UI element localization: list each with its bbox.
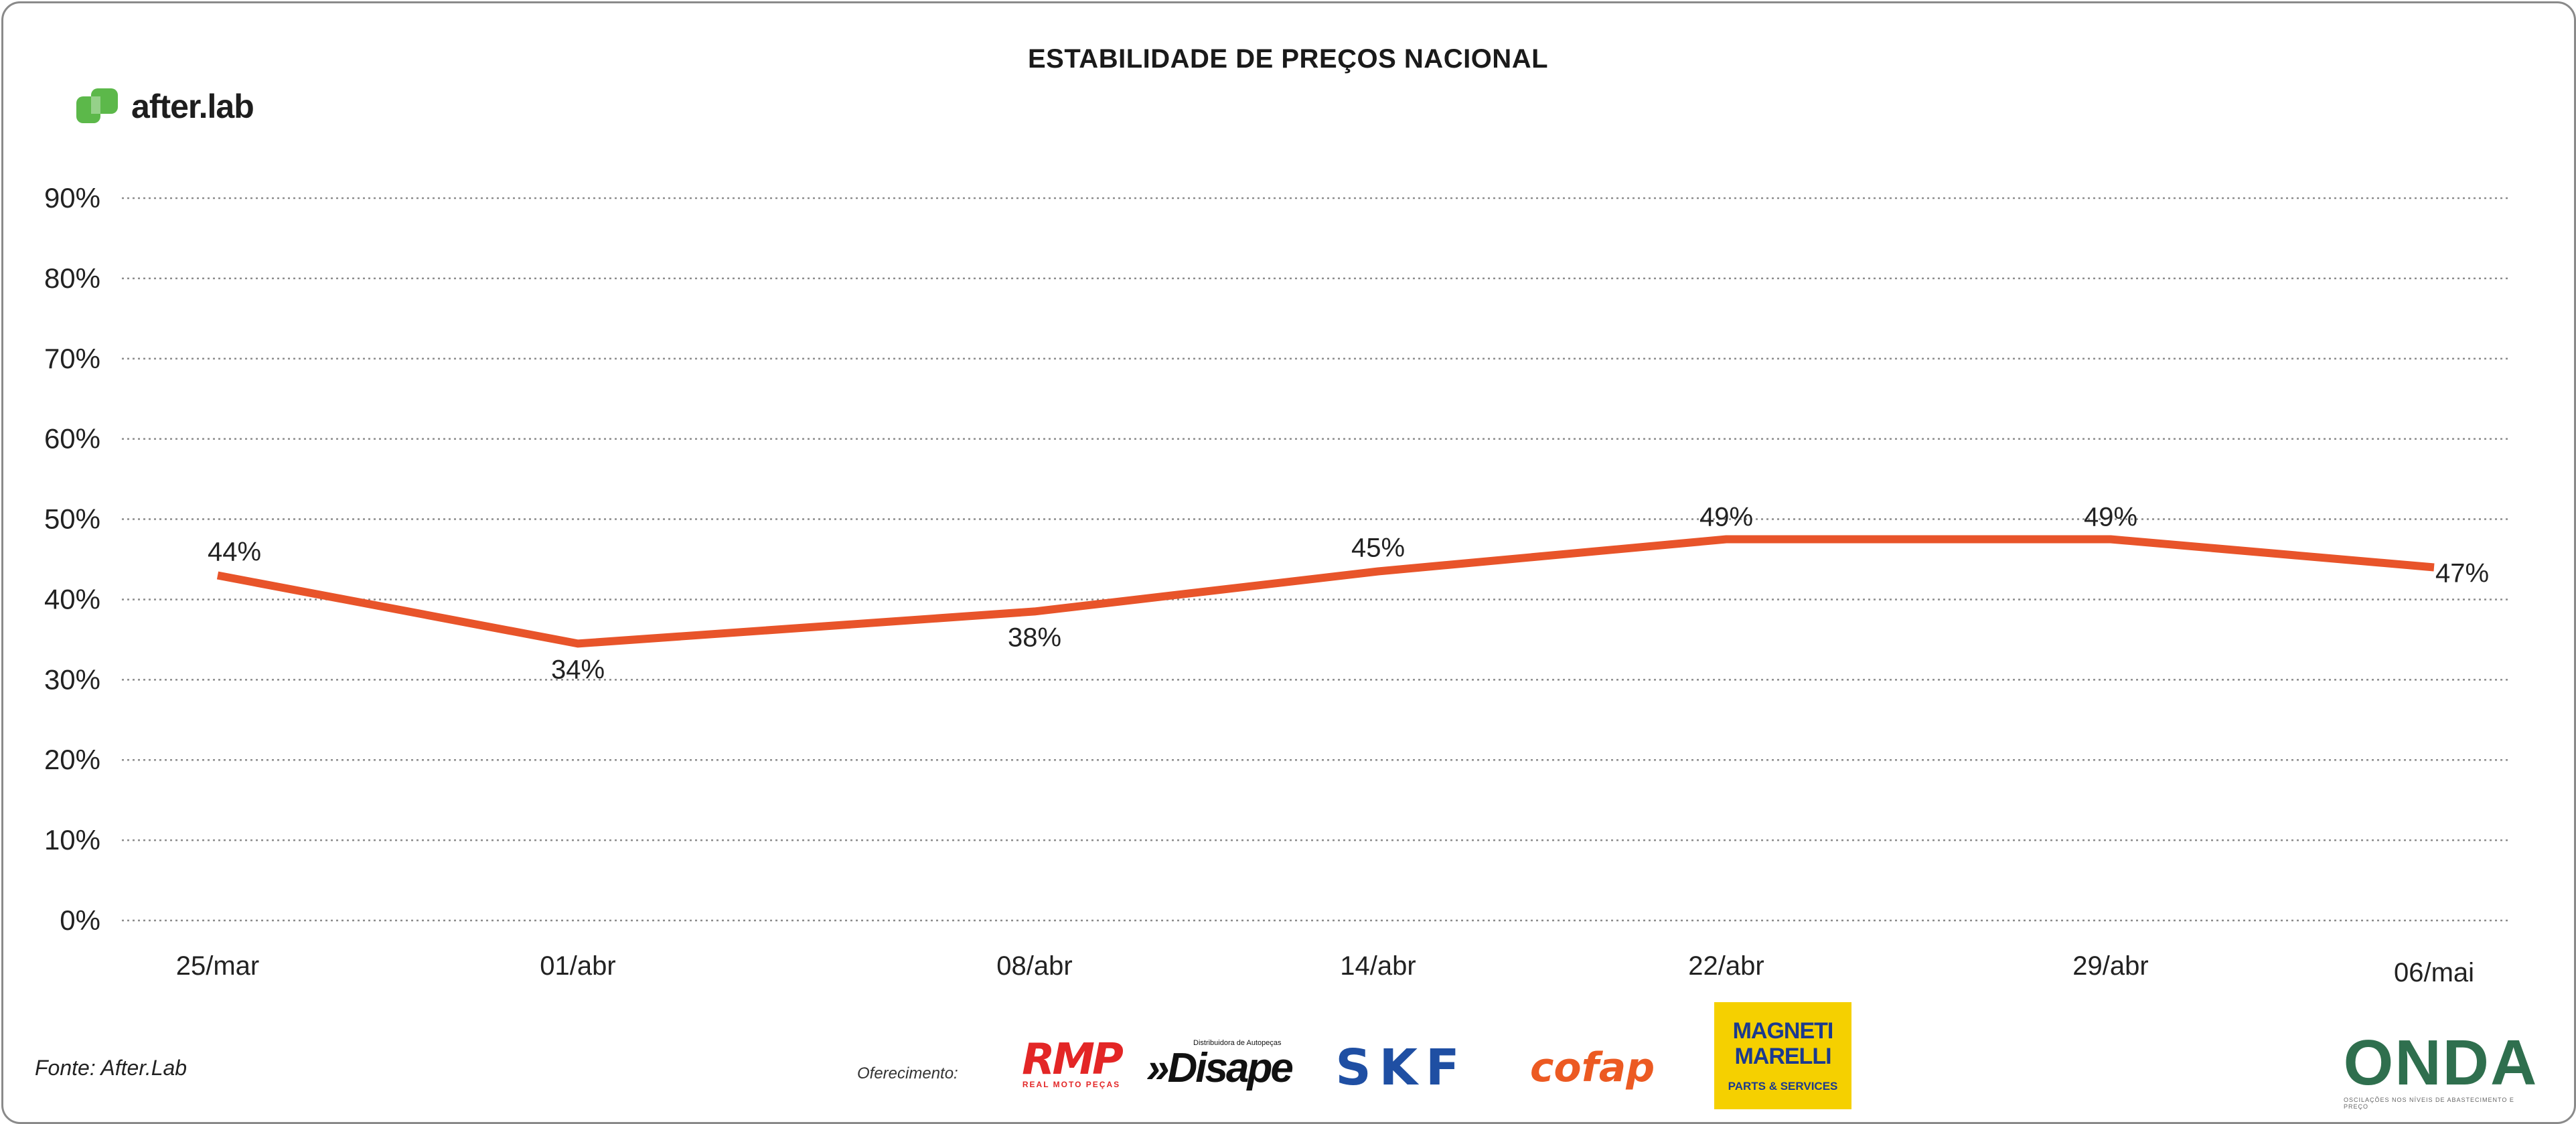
magneti-marelli-logo: MAGNETI MARELLI PARTS & SERVICES [1714, 1002, 1851, 1109]
onda-logo-subtitle: OSCILAÇÕES NOS NÍVEIS DE ABASTECIMENTO E… [2344, 1097, 2514, 1110]
skf-logo: SKF [1318, 1039, 1485, 1097]
data-label: 34% [551, 655, 605, 684]
onda-logo: ONDA OSCILAÇÕES NOS NÍVEIS DE ABASTECIME… [2343, 1027, 2539, 1111]
x-axis: 25/mar 01/abr 08/abr 14/abr 22/abr 29/abr 06/m… [176, 951, 2474, 987]
series-line [216, 535, 2435, 648]
y-tick-label: 40% [44, 583, 100, 615]
x-tick-label: 22/abr [1688, 951, 1764, 981]
data-label: 49% [2084, 503, 2137, 532]
afterlab-logo-icon [76, 88, 118, 123]
x-tick-label: 29/abr [2072, 951, 2148, 981]
cofap-logo: cofap [1499, 1041, 1686, 1095]
rmp-logo-text: RMP [1022, 1035, 1124, 1085]
y-tick-label: 70% [44, 343, 100, 374]
afterlab-logo: after.lab [75, 87, 254, 126]
x-tick-label: 25/mar [176, 951, 260, 981]
data-label: 47% [2435, 558, 2489, 588]
cofap-logo-text: cofap [1529, 1044, 1655, 1091]
x-tick-label: 01/abr [540, 951, 615, 981]
magneti-marelli-logo-subtitle: PARTS & SERVICES [1728, 1080, 1838, 1093]
disape-logo-text: »Disape [1146, 1045, 1294, 1091]
disape-logo: Distribuidora de Autopeças »Disape [1146, 1038, 1300, 1091]
data-label: 49% [1699, 503, 1753, 532]
skf-logo-text: SKF [1335, 1039, 1468, 1097]
y-tick-label: 30% [44, 663, 100, 695]
x-tick-label: 14/abr [1340, 951, 1416, 981]
y-tick-label: 50% [44, 503, 100, 535]
magneti-marelli-logo-text: MAGNETI MARELLI [1732, 1018, 1834, 1069]
y-tick-label: 80% [44, 262, 100, 294]
x-tick-label: 08/abr [996, 951, 1072, 981]
source-note: Fonte: After.Lab [35, 1056, 187, 1080]
x-tick-label: 06/mai [2394, 958, 2474, 987]
y-tick-label: 10% [44, 824, 100, 856]
y-tick-label: 90% [44, 182, 100, 214]
rmp-logo: RMP REAL MOTO PEÇAS [1011, 1038, 1132, 1091]
disape-logo-subtitle: Distribuidora de Autopeças [1193, 1039, 1282, 1047]
series-group [216, 535, 2435, 648]
onda-logo-text: ONDA [2343, 1027, 2539, 1099]
y-axis: 0% 10% 20% 30% 40% 50% 60% 70% 80% 90% [44, 182, 100, 936]
data-label: 44% [208, 537, 261, 566]
afterlab-logo-text: after.lab [131, 88, 254, 125]
data-label: 38% [1008, 623, 1061, 652]
y-tick-label: 20% [44, 744, 100, 775]
data-labels: 44% 34% 38% 45% 49% 49% 47% [208, 503, 2489, 685]
sponsor-label: Oferecimento: [857, 1064, 958, 1082]
y-tick-label: 60% [44, 423, 100, 455]
rmp-logo-subtitle: REAL MOTO PEÇAS [1022, 1080, 1121, 1089]
data-label: 45% [1351, 533, 1405, 562]
grid-lines [122, 197, 2508, 922]
chart-title: ESTABILIDADE DE PREÇOS NACIONAL [1027, 44, 1549, 74]
y-tick-label: 0% [60, 904, 100, 936]
